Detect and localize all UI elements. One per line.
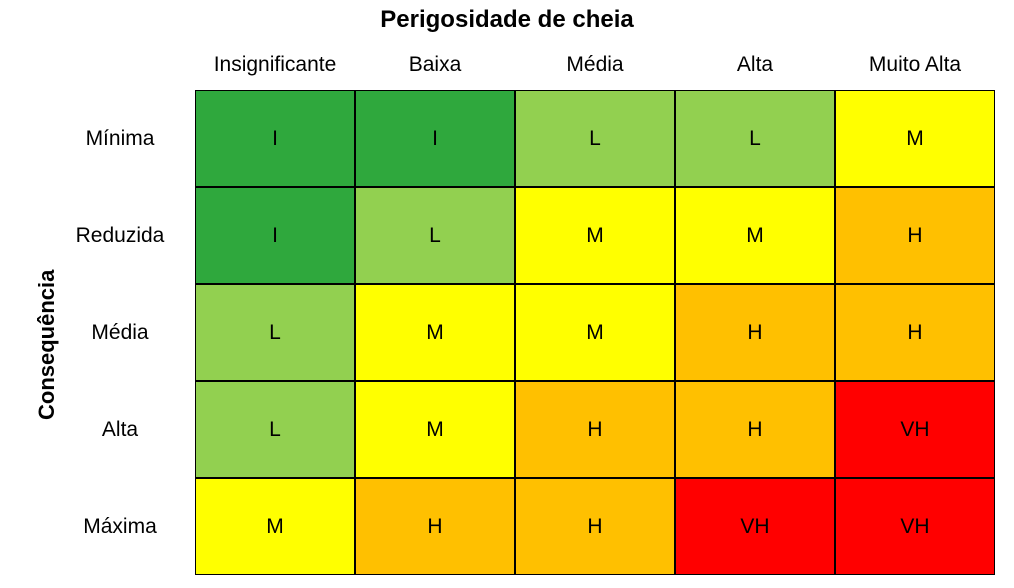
matrix-cell: L: [355, 187, 515, 284]
row-header: Reduzida: [55, 187, 195, 284]
matrix-cell: VH: [835, 381, 995, 478]
row-header: Mínima: [55, 90, 195, 187]
matrix-cell: L: [515, 90, 675, 187]
matrix-grid: InsignificanteBaixaMédiaAltaMuito AltaMí…: [55, 40, 995, 575]
matrix-cell: VH: [675, 478, 835, 575]
matrix-cell: H: [515, 381, 675, 478]
matrix-cell: L: [675, 90, 835, 187]
matrix-cell: L: [195, 381, 355, 478]
matrix-cell: I: [355, 90, 515, 187]
matrix-cell: M: [515, 284, 675, 381]
matrix-cell: H: [355, 478, 515, 575]
matrix-cell: H: [675, 381, 835, 478]
matrix-cell: I: [195, 90, 355, 187]
matrix-cell: H: [515, 478, 675, 575]
col-header: Muito Alta: [835, 40, 995, 90]
row-header: Máxima: [55, 478, 195, 575]
col-header: Baixa: [355, 40, 515, 90]
row-header: Alta: [55, 381, 195, 478]
matrix-cell: M: [675, 187, 835, 284]
matrix-cell: M: [835, 90, 995, 187]
col-header: Média: [515, 40, 675, 90]
matrix-cell: H: [675, 284, 835, 381]
col-header: Alta: [675, 40, 835, 90]
matrix-cell: M: [195, 478, 355, 575]
matrix-cell: L: [195, 284, 355, 381]
matrix-title-top: Perigosidade de cheia: [0, 6, 1014, 34]
matrix-cell: M: [355, 381, 515, 478]
matrix-cell: H: [835, 284, 995, 381]
matrix-cell: VH: [835, 478, 995, 575]
matrix-cell: I: [195, 187, 355, 284]
matrix-corner: [55, 40, 195, 90]
matrix-cell: M: [515, 187, 675, 284]
risk-matrix: Perigosidade de cheia Consequência Insig…: [0, 0, 1014, 588]
matrix-cell: H: [835, 187, 995, 284]
matrix-cell: M: [355, 284, 515, 381]
col-header: Insignificante: [195, 40, 355, 90]
row-header: Média: [55, 284, 195, 381]
